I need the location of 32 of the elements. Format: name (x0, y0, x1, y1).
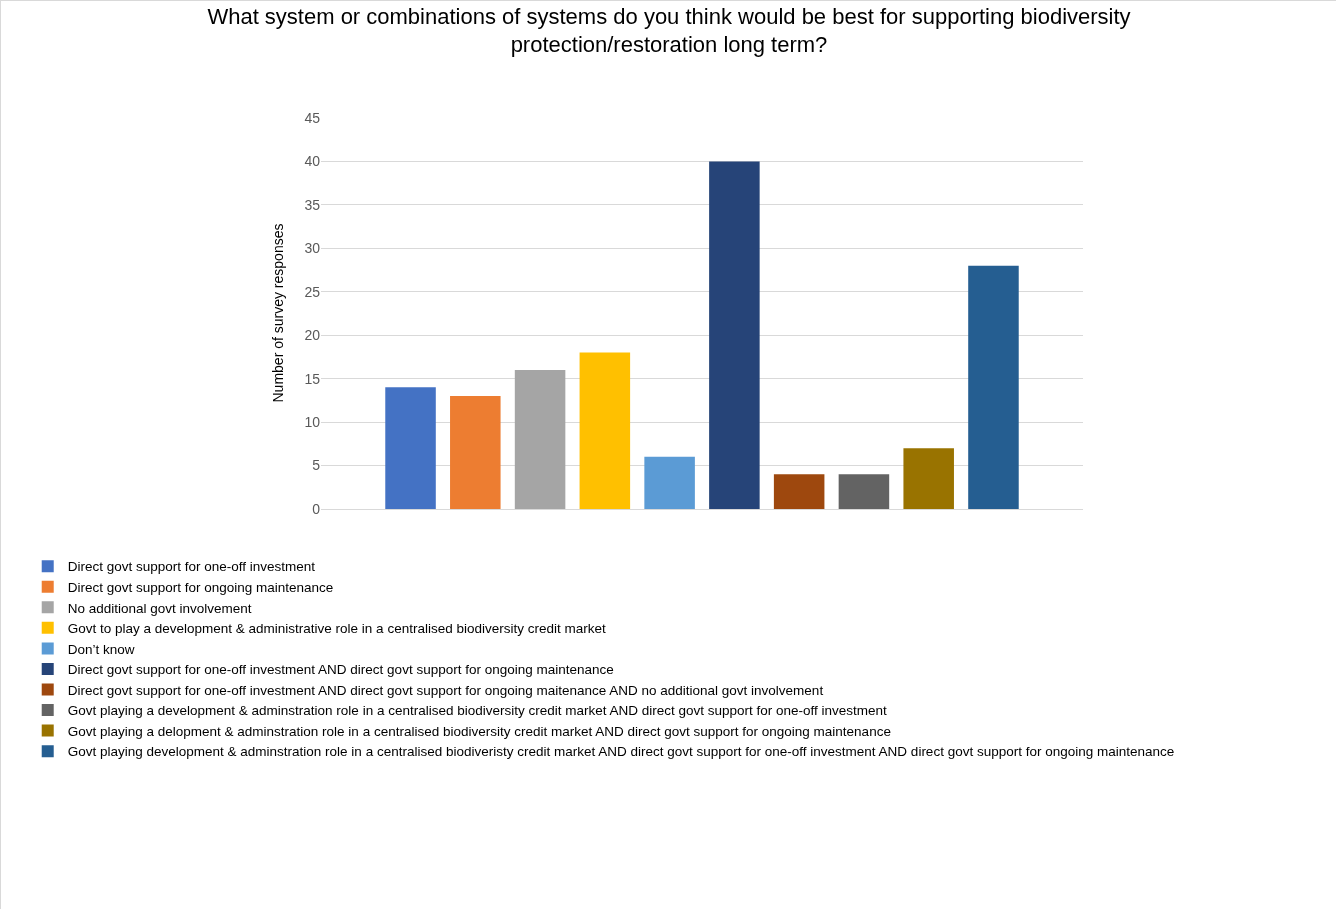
bar (514, 369, 566, 509)
bar (903, 448, 954, 509)
legend-label: Govt playing development & adminstration role in a centralised biodiveristy credit market AND direct govt support for one-off investment AND direct govt support for ongoing maintenance (67, 744, 1175, 760)
y-tick-label: 40 (304, 153, 321, 170)
bar (968, 265, 1019, 509)
y-tick-label: 45 (304, 109, 321, 126)
legend-label: Govt to play a development & administrative role in a centralised biodiversity credit market (67, 621, 606, 637)
bar (579, 352, 631, 509)
y-tick-label: 20 (304, 327, 321, 344)
y-tick-label: 30 (304, 240, 321, 257)
y-axis-title: Number of survey responses (269, 223, 286, 403)
y-tick-label: 5 (312, 457, 321, 474)
y-tick-label: 15 (304, 370, 321, 387)
bar (838, 474, 890, 509)
y-tick-label: 25 (304, 283, 321, 300)
chart-title: What system or combinations of systems do you think would be best for supporting biodiversity protection/restoration long term? (207, 3, 1131, 58)
legend-label: Direct govt support for one-off investment (67, 559, 316, 575)
legend-label: Direct govt support for one-off investment AND direct govt support for ongoing maintenance (67, 662, 614, 678)
legend-label: Govt playing a development & adminstration role in a centralised biodiversity credit market AND direct govt support for one-off investment (67, 703, 888, 719)
legend-label: Don’t know (67, 641, 135, 657)
bar (709, 161, 760, 509)
bar (773, 474, 825, 509)
legend-label: Govt playing a delopment & adminstration role in a centralised biodiversity credit market AND direct govt support for ongoing maintenance (67, 723, 891, 739)
legend-label: Direct govt support for ongoing maintenance (67, 580, 334, 596)
bar (644, 456, 695, 509)
legend-label: Direct govt support for one-off investment AND direct govt support for ongoing maitenance AND no additional govt involvement (67, 682, 824, 698)
y-tick-label: 35 (304, 196, 321, 213)
legend-label: No additional govt involvement (67, 600, 252, 616)
y-tick-label: 10 (304, 414, 321, 431)
bar (450, 396, 501, 509)
y-tick-label: 0 (312, 500, 321, 517)
bar (385, 387, 436, 509)
